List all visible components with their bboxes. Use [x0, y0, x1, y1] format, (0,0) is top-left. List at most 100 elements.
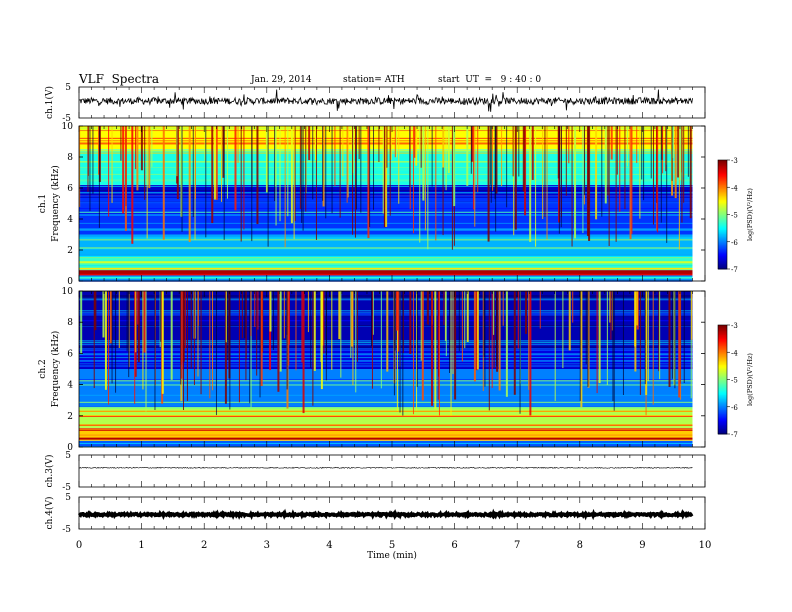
- ch1-spectrogram-colorbar-cell: [718, 236, 727, 239]
- ch1-spectrogram-band: [79, 257, 693, 271]
- ch2-spectrogram-streak: [529, 291, 532, 416]
- ch1-spectrogram-streak: [415, 126, 418, 166]
- ch2-spectrogram-stripe: [79, 348, 693, 350]
- ch1-spectrogram-streak: [524, 126, 527, 216]
- ch1-spectrogram-colorbar-cell: [718, 198, 727, 201]
- ch1-spectrogram-streak: [188, 126, 191, 243]
- ch1-spectrogram-colorbar-cell: [718, 264, 727, 267]
- ch2-spectrogram-streak: [295, 291, 297, 371]
- ch1-spectrogram-streak: [386, 126, 388, 168]
- ch1-spectrogram-gap: [322, 126, 324, 201]
- ch2-spectrogram-colorbar-cell: [718, 417, 727, 420]
- ch1-spectrogram-streak: [347, 126, 349, 198]
- ch2-spectrogram-streak: [491, 291, 493, 388]
- ch1-spectrogram-gap: [641, 126, 643, 180]
- ch2-spectrogram-streak: [473, 291, 476, 382]
- ch1-spectrogram-streak: [615, 126, 617, 242]
- ch2-spectrogram-gap: [402, 291, 404, 416]
- ch2-spectrogram-ylabel-top: ch.2: [38, 359, 48, 378]
- ch2-spectrogram-streak: [598, 291, 601, 384]
- ch1-spectrogram-streak: [652, 126, 654, 225]
- ch1-spectrogram-streak: [389, 126, 391, 216]
- ch2-spectrogram-streak: [197, 291, 199, 377]
- ch1-spectrogram-streak: [322, 126, 325, 207]
- ch1-spectrogram-colorbar-cell: [718, 234, 727, 237]
- ch1-spectrogram-colorbar-cell: [718, 210, 727, 213]
- ch2-spectrogram-streak: [539, 291, 541, 329]
- ch2-spectrogram-colorbar-cell: [718, 334, 727, 337]
- ch2-spectrogram-streak: [609, 291, 611, 323]
- x-tick-label: 2: [201, 540, 207, 551]
- ch2-spectrogram-streak: [279, 291, 282, 372]
- ch1-spectrogram-ytick-label: 8: [67, 153, 73, 163]
- ch1-spectrogram-streak: [501, 126, 503, 187]
- ch2-spectrogram-colorbar-cell: [718, 335, 727, 338]
- ch1-spectrogram-colorbar-cell: [718, 204, 727, 207]
- ch1-spectrogram-stripe: [79, 274, 693, 276]
- ch2-spectrogram-colorbar-cell: [718, 416, 727, 419]
- ch1-spectrogram-gap: [431, 126, 433, 187]
- ch1-spectrogram-streak: [574, 126, 577, 239]
- ch1-spectrogram-streak: [546, 126, 548, 240]
- ch2-spectrogram-gap: [613, 291, 615, 411]
- ch2-spectrogram-colorbar-cell: [718, 357, 727, 360]
- ch2-spectrogram-gap: [579, 291, 581, 401]
- ch2-spectrogram-streak: [606, 291, 608, 386]
- ch1-spectrogram-streak: [290, 126, 293, 224]
- ch2-spectrogram-streak: [331, 291, 333, 370]
- ch2-spectrogram-colorbar-cell: [718, 429, 727, 432]
- ch1-spectrogram-streak: [299, 126, 301, 210]
- ch2-spectrogram-gap: [111, 291, 113, 384]
- ch2-spectrogram-colorbar-cell: [718, 354, 727, 357]
- ch2-spectrogram-gap: [215, 291, 217, 416]
- x-tick-label: 0: [76, 540, 82, 551]
- ch2-spectrogram-streak: [416, 291, 418, 411]
- ch2-spectrogram-streak: [427, 291, 429, 325]
- ch2-spectrogram-stripe: [79, 394, 693, 396]
- ch1-spectrogram-streak: [98, 126, 100, 175]
- ch1-spectrogram-streak: [445, 126, 447, 191]
- ch1-waveform-ylabel: ch.1(V): [44, 86, 55, 119]
- ch2-spectrogram-gap: [587, 291, 589, 387]
- ch2-spectrogram-ytick-label: 4: [67, 381, 73, 391]
- ch2-spectrogram-colorbar-cell: [718, 349, 727, 352]
- ch1-spectrogram-colorbar-cell: [718, 199, 727, 202]
- ch1-spectrogram-streak: [140, 126, 143, 171]
- ch2-spectrogram-gap: [371, 291, 373, 347]
- ch1-spectrogram-streak: [565, 126, 567, 196]
- ch2-spectrogram-streak: [498, 291, 501, 391]
- ch2-spectrogram-streak: [118, 291, 120, 349]
- ch1-waveform-trace: [78, 89, 693, 112]
- ch2-spectrogram-streak: [437, 291, 439, 400]
- ch1-spectrogram-gap: [312, 126, 314, 200]
- ch2-spectrogram-streak: [186, 291, 188, 401]
- ch2-spectrogram-stripe: [79, 297, 693, 299]
- ch2-spectrogram-gap: [325, 291, 327, 381]
- ch2-spectrogram-streak: [104, 291, 107, 390]
- ch2-spectrogram-streak: [431, 291, 434, 406]
- ch2-spectrogram-stripe: [79, 367, 693, 369]
- ch1-spectrogram-gap: [643, 126, 645, 201]
- ch2-spectrogram-streak: [691, 291, 693, 340]
- ch2-spectrogram-gap: [393, 291, 395, 396]
- ch2-spectrogram-streak: [254, 291, 256, 328]
- ch2-spectrogram-panel: 0 2 4 6 8 10 ch.2 Frequency (kHz) -3 -4 -5 -6 -7 log(…: [38, 287, 754, 453]
- ch1-spectrogram-gap: [660, 126, 662, 223]
- ch2-spectrogram-streak: [193, 291, 195, 386]
- ch1-spectrogram-streak: [495, 126, 498, 194]
- ch2-spectrogram-streak: [137, 291, 139, 325]
- ch1-spectrogram-streak: [624, 126, 626, 210]
- ch1-spectrogram-colorbar-cell: [718, 218, 727, 221]
- ch1-spectrogram-colorbar-cell: [718, 263, 727, 266]
- ch2-spectrogram-colorbar-cell: [718, 345, 727, 348]
- ch2-spectrogram-colorbar-cell: [718, 402, 727, 405]
- ch1-spectrogram-gap: [490, 126, 492, 203]
- ch2-spectrogram-streak: [245, 291, 247, 360]
- ch1-spectrogram-streak: [477, 126, 479, 193]
- ch1-spectrogram-colorbar-cell: [718, 215, 727, 218]
- ch1-spectrogram-streak: [604, 126, 607, 204]
- ch2-spectrogram-streak: [645, 291, 648, 396]
- ch1-spectrogram-stripe: [79, 277, 693, 279]
- ch2-spectrogram-stripe: [79, 429, 693, 431]
- ch2-spectrogram-streak: [277, 291, 280, 392]
